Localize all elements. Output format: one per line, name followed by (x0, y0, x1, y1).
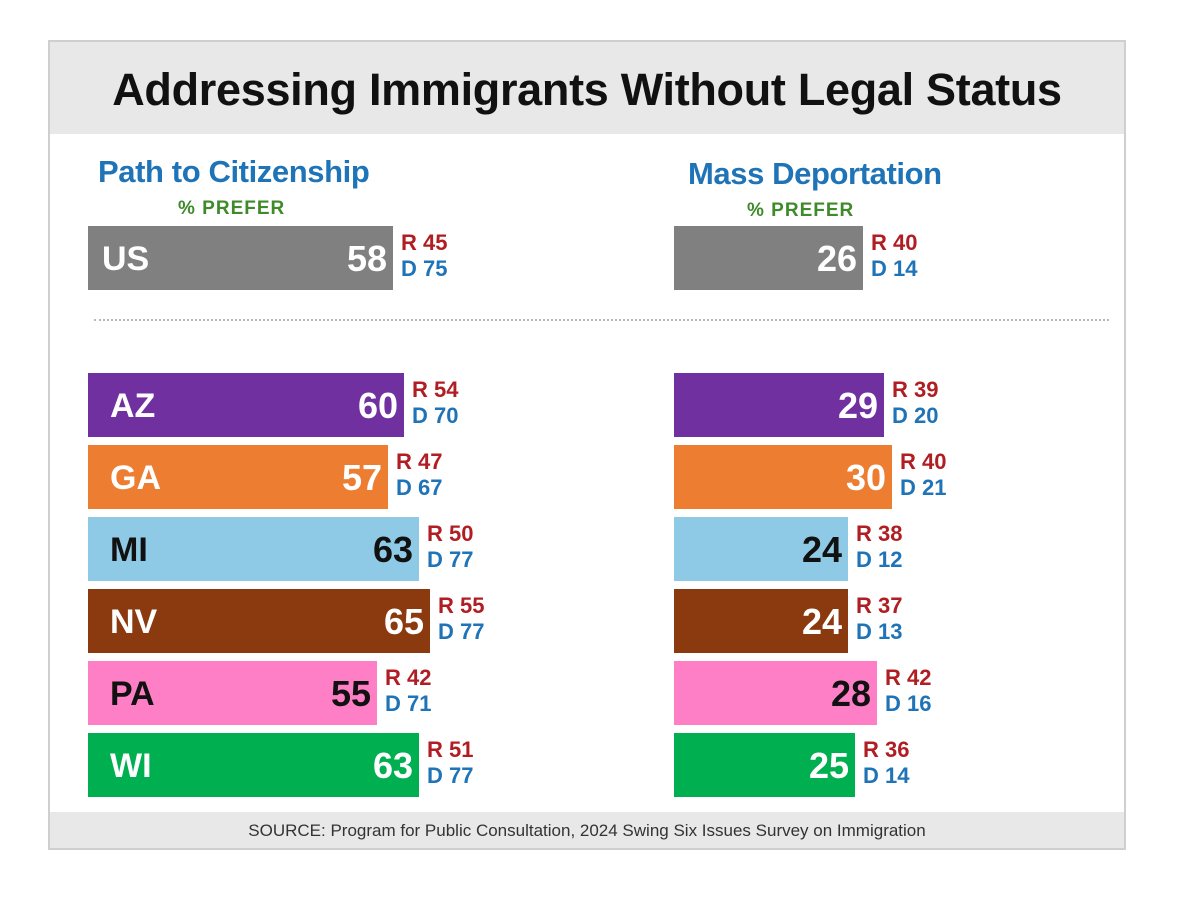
democrat-value: D 77 (438, 619, 485, 644)
us-state-divider (94, 319, 1109, 321)
bar-value-label: 24 (801, 601, 842, 642)
state-label: MI (110, 531, 148, 569)
state-label: WI (110, 747, 152, 785)
party-breakdown-deportation-wi: R 36 D 14 (863, 737, 909, 789)
democrat-value: D 14 (863, 763, 910, 788)
prefer-label-deportation: % PREFER (747, 200, 855, 221)
democrat-value: D 75 (401, 256, 448, 281)
bar-deportation-ga: 30 (674, 445, 892, 509)
party-breakdown-deportation-nv: R 37 D 13 (856, 593, 902, 645)
party-breakdown-deportation-mi: R 38 D 12 (856, 521, 902, 573)
democrat-value: D 12 (856, 547, 903, 572)
bar-citizenship-mi: MI 63 (88, 517, 419, 581)
party-breakdown-citizenship-az: R 54 D 70 (412, 377, 458, 429)
republican-value: R 47 (396, 449, 443, 474)
chart-title: Addressing Immigrants Without Legal Stat… (112, 64, 1062, 115)
bar-value-label: 60 (357, 385, 398, 426)
democrat-value: D 70 (412, 403, 459, 428)
title-bar (50, 42, 1124, 134)
republican-value: R 40 (871, 230, 918, 255)
democrat-value: D 77 (427, 547, 474, 572)
party-breakdown-deportation-pa: R 42 D 16 (885, 665, 931, 717)
republican-value: R 51 (427, 737, 474, 762)
bar-deportation-wi: 25 (674, 733, 855, 797)
republican-value: R 45 (401, 230, 448, 255)
bar-value-label: 63 (372, 529, 413, 570)
bar-citizenship-us: US 58 (88, 226, 393, 290)
state-label: GA (110, 459, 161, 497)
republican-value: R 42 (885, 665, 932, 690)
bar-value-label: 57 (341, 457, 382, 498)
party-breakdown-citizenship-nv: R 55 D 77 (438, 593, 484, 645)
party-breakdown-citizenship-ga: R 47 D 67 (396, 449, 442, 501)
bar-value-label: 65 (383, 601, 424, 642)
state-label: NV (110, 603, 158, 641)
bar-citizenship-az: AZ 60 (88, 373, 404, 437)
republican-value: R 37 (856, 593, 903, 618)
state-label: PA (110, 675, 155, 713)
bar-citizenship-nv: NV 65 (88, 589, 430, 653)
party-breakdown-citizenship-wi: R 51 D 77 (427, 737, 473, 789)
democrat-value: D 77 (427, 763, 474, 788)
source-bar (50, 812, 1124, 848)
democrat-value: D 20 (892, 403, 939, 428)
prefer-label-citizenship: % PREFER (178, 198, 286, 219)
bar-citizenship-pa: PA 55 (88, 661, 377, 725)
republican-value: R 39 (892, 377, 939, 402)
republican-value: R 55 (438, 593, 485, 618)
chart-frame: Addressing Immigrants Without Legal Stat… (48, 40, 1126, 850)
party-breakdown-citizenship-mi: R 50 D 77 (427, 521, 473, 573)
source-note: SOURCE: Program for Public Consultation,… (248, 821, 926, 840)
republican-value: R 42 (385, 665, 432, 690)
bar-deportation-az: 29 (674, 373, 884, 437)
bar-deportation-mi: 24 (674, 517, 848, 581)
party-breakdown-citizenship-pa: R 42 D 71 (385, 665, 431, 717)
state-label: US (102, 240, 150, 278)
republican-value: R 50 (427, 521, 474, 546)
democrat-value: D 13 (856, 619, 903, 644)
bar-value-label: 58 (346, 238, 387, 279)
bar-citizenship-ga: GA 57 (88, 445, 388, 509)
republican-value: R 54 (412, 377, 459, 402)
democrat-value: D 16 (885, 691, 932, 716)
bar-value-label: 63 (372, 745, 413, 786)
republican-value: R 36 (863, 737, 910, 762)
democrat-value: D 67 (396, 475, 443, 500)
state-label: AZ (110, 387, 156, 425)
democrat-value: D 71 (385, 691, 432, 716)
bar-deportation-pa: 28 (674, 661, 877, 725)
bar-value-label: 30 (845, 457, 886, 498)
party-breakdown-citizenship-us: R 45 D 75 (401, 230, 447, 282)
democrat-value: D 14 (871, 256, 918, 281)
bar-deportation-us: 26 (674, 226, 863, 290)
bar-value-label: 28 (830, 673, 871, 714)
bar-value-label: 29 (837, 385, 878, 426)
bar-value-label: 55 (330, 673, 371, 714)
bar-value-label: 25 (808, 745, 849, 786)
republican-value: R 40 (900, 449, 947, 474)
democrat-value: D 21 (900, 475, 947, 500)
party-breakdown-deportation-us: R 40 D 14 (871, 230, 917, 282)
bar-citizenship-wi: WI 63 (88, 733, 419, 797)
republican-value: R 38 (856, 521, 903, 546)
bar-value-label: 24 (801, 529, 842, 570)
party-breakdown-deportation-ga: R 40 D 21 (900, 449, 946, 501)
panel-title-citizenship: Path to Citizenship (98, 154, 370, 189)
bar-value-label: 26 (816, 238, 857, 279)
bar-deportation-nv: 24 (674, 589, 848, 653)
panel-title-deportation: Mass Deportation (688, 156, 942, 191)
party-breakdown-deportation-az: R 39 D 20 (892, 377, 938, 429)
